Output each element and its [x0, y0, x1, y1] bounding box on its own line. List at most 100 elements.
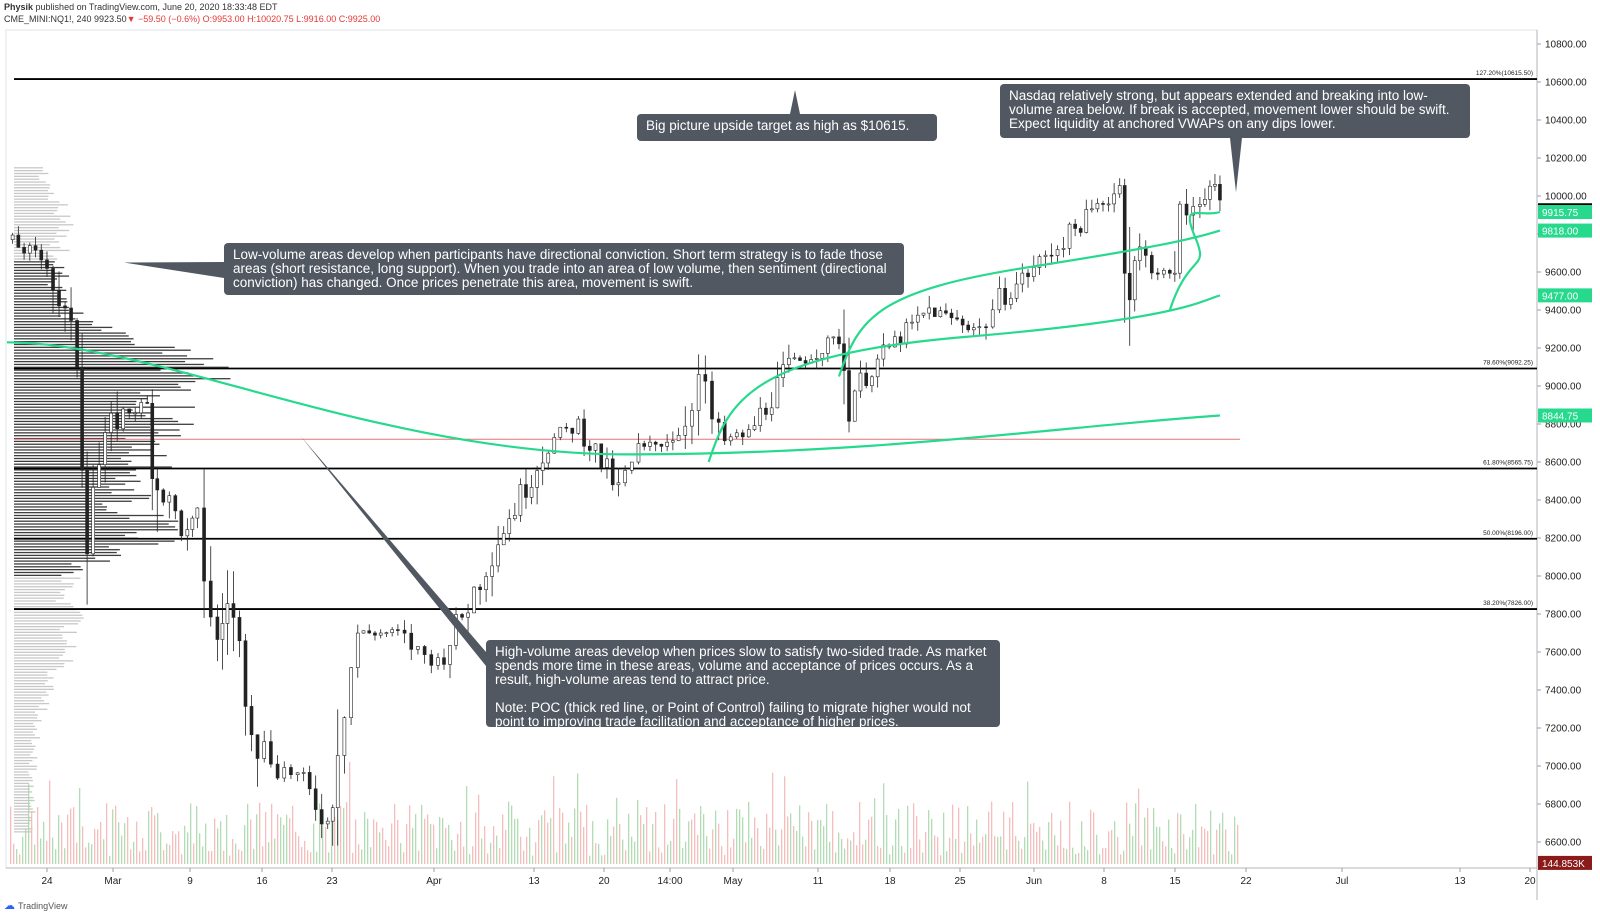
volume-profile-bar	[14, 691, 47, 693]
volume-bar	[1093, 812, 1095, 864]
volume-bar	[676, 779, 678, 864]
candle-body	[1031, 267, 1036, 277]
volume-bar	[907, 805, 909, 864]
volume-bar	[124, 823, 126, 864]
volume-bar	[1054, 835, 1056, 864]
volume-profile-bar	[14, 660, 74, 662]
volume-bar	[295, 831, 297, 864]
volume-bar	[1225, 829, 1227, 864]
volume-bar	[865, 839, 867, 864]
volume-profile-bar	[14, 292, 58, 294]
volume-profile-bar	[14, 506, 108, 508]
volume-bar	[1216, 829, 1218, 864]
volume-bar	[319, 803, 321, 864]
price-axis-badge	[1538, 408, 1592, 423]
volume-bar	[1228, 851, 1230, 864]
volume-bar	[406, 824, 408, 864]
volume-bar	[73, 807, 75, 864]
candle-body	[378, 632, 383, 636]
volume-profile-bar	[14, 360, 186, 363]
candle-body	[683, 425, 688, 436]
volume-bar	[139, 851, 141, 864]
candle-body	[1162, 270, 1166, 275]
candle-body	[1003, 288, 1007, 305]
volume-bar	[619, 824, 621, 864]
y-tick-label: 9200.00	[1545, 344, 1582, 355]
volume-profile-bar	[14, 352, 163, 354]
volume-profile-bar	[14, 577, 81, 579]
candle-body	[202, 507, 206, 582]
volume-profile-bar	[14, 811, 36, 813]
volume-bar	[430, 824, 432, 864]
candle-body	[524, 484, 528, 498]
candle-body	[690, 410, 694, 427]
candle-body	[1084, 209, 1089, 233]
volume-bar	[229, 855, 231, 864]
candle-body	[870, 376, 874, 386]
candle-body	[814, 358, 819, 360]
volume-bar	[886, 814, 888, 864]
candle-body	[1037, 256, 1042, 268]
volume-bar	[103, 839, 105, 864]
volume-bar	[166, 843, 168, 864]
volume-profile-bar	[14, 831, 32, 833]
candle-body	[910, 321, 914, 324]
x-tick-label: 11	[813, 876, 824, 887]
volume-bar	[958, 807, 960, 864]
volume-bar	[412, 827, 414, 864]
candle-body	[478, 586, 482, 590]
candle-body	[659, 443, 664, 447]
volume-bar	[88, 842, 90, 864]
candle-body	[1020, 272, 1025, 285]
volume-bar	[1042, 840, 1044, 864]
volume-bar	[97, 829, 99, 864]
volume-bar	[697, 834, 699, 864]
volume-profile-bar	[14, 409, 133, 411]
volume-bar	[322, 821, 324, 864]
candle-body	[938, 310, 943, 317]
volume-profile-bar	[14, 303, 61, 306]
volume-profile-bar	[14, 258, 58, 260]
volume-bar	[136, 821, 138, 864]
volume-profile-bar	[14, 634, 63, 636]
candles	[10, 174, 1222, 846]
volume-bar	[1087, 850, 1089, 864]
volume-bar	[550, 818, 552, 864]
volume-profile-bar	[14, 677, 54, 679]
candle-body	[460, 614, 464, 618]
candle-body	[593, 443, 598, 451]
volume-profile-bar	[14, 680, 48, 682]
volume-bar	[949, 837, 951, 864]
volume-bar	[442, 817, 444, 864]
candle-body	[1073, 223, 1077, 229]
note-target: Big picture upside target as high as $10…	[637, 114, 937, 141]
volume-bar	[196, 806, 198, 864]
y-tick-label: 6800.00	[1545, 800, 1582, 811]
volume-bar	[244, 824, 246, 864]
volume-profile-bar	[14, 341, 132, 343]
volume-bar	[925, 831, 927, 864]
volume-profile-bar	[14, 531, 137, 534]
volume-bar	[490, 842, 492, 864]
vwap-line	[6, 341, 1221, 456]
volume-bar	[127, 817, 129, 864]
y-tick-label: 8600.00	[1545, 458, 1582, 469]
volume-bar	[55, 849, 57, 864]
volume-bar	[526, 836, 528, 864]
candle-body	[442, 657, 446, 665]
volume-bar	[1168, 819, 1170, 864]
candle-body	[971, 327, 976, 331]
volume-bar	[649, 851, 651, 864]
note-pointer-low-volume	[124, 262, 224, 278]
volume-bar	[847, 838, 849, 864]
volume-bar	[772, 772, 774, 864]
volume-profile-bar	[14, 722, 34, 725]
volume-bar	[445, 828, 447, 864]
volume-profile-bar	[14, 321, 94, 323]
volume-profile-bar	[14, 440, 156, 443]
volume-bar	[1012, 802, 1014, 864]
volume-profile-bar	[14, 221, 66, 223]
candle-body	[758, 407, 763, 426]
candle-body	[1106, 203, 1111, 206]
